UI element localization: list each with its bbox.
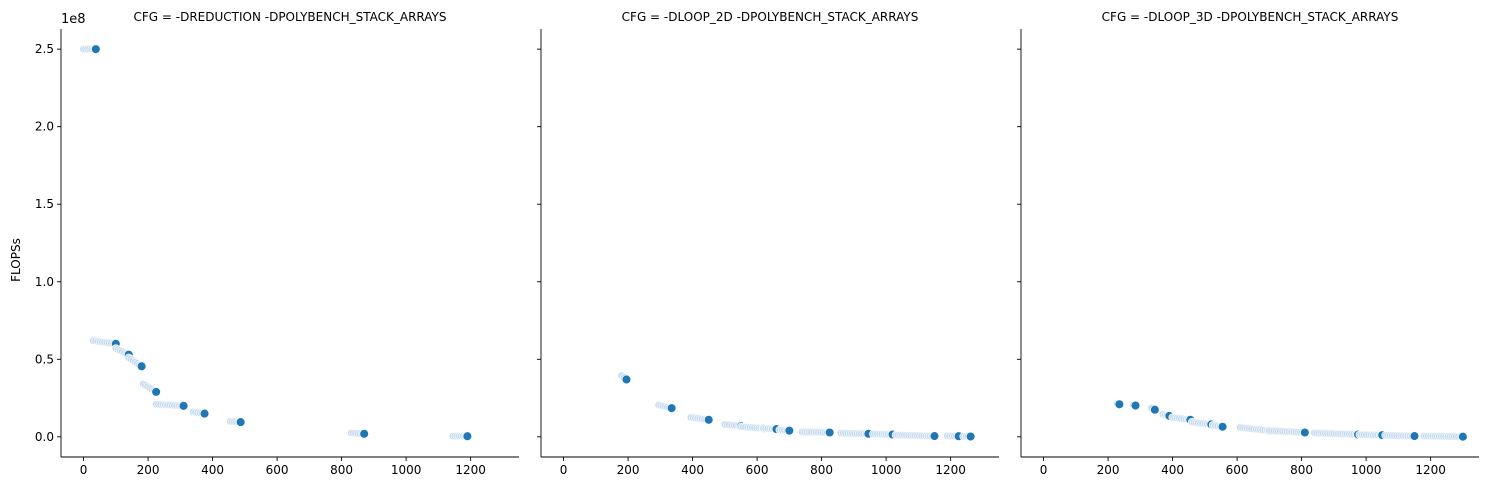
panel-2-axes: 0 200 400 600 800 1000 1200 [537,29,999,477]
y-tick-label: 1.5 [35,197,54,211]
data-point-highlight [1114,399,1125,410]
x-tick-label: 1000 [391,463,422,477]
x-tick-label: 200 [1097,463,1120,477]
x-tick-label: 1200 [935,463,966,477]
panel-3-title: CFG = -DLOOP_3D -DPOLYBENCH_STACK_ARRAYS [1102,10,1399,24]
y-offset-label: 1e8 [61,12,86,27]
x-tick-label: 200 [137,463,160,477]
y-tick-label: 0.0 [35,430,54,444]
data-point-highlight [151,387,161,397]
data-point-highlight [1409,431,1420,441]
data-point-highlight [824,427,835,438]
x-tick-label: 800 [810,463,833,477]
data-point-highlight [621,374,632,385]
x-tick-label: 200 [617,463,640,477]
x-tick-label: 1200 [455,463,486,477]
data-point-highlight [462,431,473,441]
y-tick-label: 1.0 [35,275,54,289]
data-point-highlight [199,408,210,419]
x-tick-label: 600 [746,463,769,477]
data-point-highlight [178,401,189,411]
data-point-highlight [965,431,976,442]
data-point-highlight [1217,422,1228,432]
y-axis-label: FLOPSs [9,238,23,282]
x-tick-label: 1000 [1351,463,1382,477]
x-tick-label: 0 [560,463,568,477]
x-tick-label: 400 [201,463,224,477]
panel-2-title: CFG = -DLOOP_2D -DPOLYBENCH_STACK_ARRAYS [622,10,919,24]
x-tick-label: 400 [681,463,704,477]
y-tick-label: 2.0 [35,120,54,134]
panel-1-axes: 0 200 400 600 800 1000 1200 0.0 0.5 1.0 1.5 2.0 2.5 [35,29,519,477]
data-point-highlight [1130,400,1141,411]
x-tick-label: 1200 [1415,463,1446,477]
data-point-highlight [666,403,677,413]
data-point-highlight [1150,404,1160,415]
x-tick-label: 400 [1161,463,1184,477]
panel-1-title: CFG = -DREDUCTION -DPOLYBENCH_STACK_ARRA… [133,10,446,24]
data-point-highlight [235,417,246,427]
data-point-highlight [703,415,714,425]
data-point-highlight [91,44,101,54]
data-point-highlight [784,425,795,436]
x-tick-label: 800 [1290,463,1313,477]
x-tick-label: 1000 [871,463,902,477]
x-tick-label: 600 [266,463,289,477]
panel-1: CFG = -DREDUCTION -DPOLYBENCH_STACK_ARRA… [35,10,519,477]
x-tick-label: 0 [80,463,88,477]
panel-2: CFG = -DLOOP_2D -DPOLYBENCH_STACK_ARRAYS… [537,10,999,477]
data-point-highlight [929,431,940,441]
panel-3-axes: 0 200 400 600 800 1000 1200 [1017,29,1479,477]
panel-1-points [79,44,473,441]
panel-3: CFG = -DLOOP_3D -DPOLYBENCH_STACK_ARRAYS… [1017,10,1479,477]
y-tick-label: 2.5 [35,42,54,56]
data-point-highlight [359,428,369,439]
y-tick-label: 0.5 [35,352,54,366]
panel-2-points [617,371,976,442]
x-tick-label: 600 [1226,463,1249,477]
x-tick-label: 800 [330,463,353,477]
data-point-highlight [136,361,147,372]
data-point-highlight [1458,431,1468,442]
x-tick-label: 0 [1040,463,1048,477]
data-point-highlight [1300,427,1310,438]
panel-3-points [1113,399,1468,442]
